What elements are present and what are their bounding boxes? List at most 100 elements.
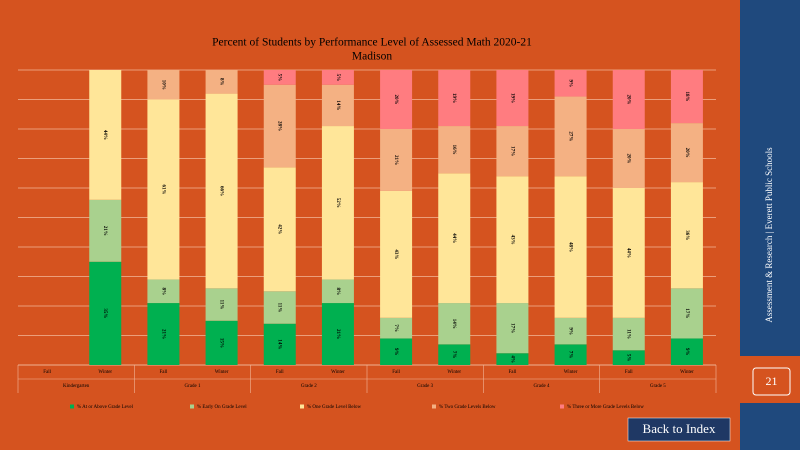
data-label: 7%: [451, 351, 456, 359]
data-label: 17%: [684, 308, 689, 318]
legend-label: % At or Above Grade Level: [77, 405, 134, 410]
data-label: 9%: [567, 80, 572, 88]
bar-segment: [147, 99, 180, 280]
bar-segment: [438, 70, 471, 127]
x-tick-label: Fall: [43, 370, 51, 375]
data-label: 20%: [626, 154, 631, 164]
data-label: 10%: [160, 80, 165, 90]
data-label: 19%: [509, 93, 514, 103]
data-label: 21%: [335, 329, 340, 339]
bar-segment: [554, 344, 587, 365]
bar-segment: [263, 70, 296, 85]
bar-segment: [496, 70, 529, 127]
bar-segment: [496, 353, 529, 365]
data-label: 5%: [277, 74, 282, 82]
bar-segment: [496, 126, 529, 177]
bar-segment: [496, 303, 529, 354]
x-tick-label: Winter: [564, 370, 578, 375]
bar-segment: [612, 350, 645, 365]
data-label: 15%: [218, 338, 223, 348]
x-tick-label: Fall: [625, 370, 633, 375]
bar-segment: [205, 320, 238, 365]
data-label: 20%: [684, 148, 689, 158]
data-label: 21%: [102, 226, 107, 236]
data-label: 21%: [393, 155, 398, 165]
legend-label: % Three or More Grade Levels Below: [567, 405, 644, 410]
legend-swatch: [300, 404, 304, 409]
bar-segment: [612, 129, 645, 188]
chart-title: Percent of Students by Performance Level…: [212, 37, 532, 49]
legend-label: % One Grade Level Below: [307, 405, 362, 410]
bar-segment: [554, 96, 587, 177]
bar-segment: [205, 288, 238, 321]
group-label: Grade 1: [185, 384, 201, 389]
bar-segment: [554, 317, 587, 345]
x-tick-label: Winter: [447, 370, 461, 375]
data-label: 8%: [335, 288, 340, 296]
bar-segment: [438, 344, 471, 365]
back-button-bg[interactable]: [627, 417, 731, 442]
page-number-box: [752, 367, 791, 396]
data-label: 52%: [335, 198, 340, 208]
bar-segment: [263, 167, 296, 292]
data-label: 44%: [451, 233, 456, 243]
bar-segment: [380, 70, 413, 129]
data-label: 11%: [218, 300, 223, 310]
sidebar-bottom: [740, 403, 800, 450]
bar-segment: [496, 176, 529, 304]
data-label: 11%: [626, 329, 631, 339]
bar-segment: [321, 70, 354, 85]
bar-segment: [612, 317, 645, 351]
data-label: 20%: [393, 95, 398, 105]
legend-swatch: [560, 404, 564, 409]
x-tick-label: Winter: [331, 370, 345, 375]
bar-segment: [380, 338, 413, 365]
data-label: 9%: [684, 348, 689, 356]
group-label: Grade 5: [650, 384, 666, 389]
group-label: Grade 4: [534, 384, 550, 389]
data-label: 7%: [567, 351, 572, 359]
data-label: 17%: [509, 323, 514, 333]
back-button[interactable]: Back to Index: [627, 417, 731, 442]
data-label: 14%: [277, 339, 282, 349]
bar-segment: [321, 84, 354, 127]
sidebar: [740, 0, 800, 356]
data-label: 27%: [567, 131, 572, 141]
legend-swatch: [70, 404, 74, 409]
bar-segment: [438, 126, 471, 174]
data-label: 21%: [160, 329, 165, 339]
data-label: 16%: [451, 145, 456, 155]
data-label: 5%: [335, 74, 340, 82]
bar-segment: [670, 338, 703, 365]
page-number: 21: [766, 374, 778, 388]
bar-segment: [147, 279, 180, 304]
data-label: 19%: [451, 93, 456, 103]
bar-segment: [205, 93, 238, 289]
data-label: 44%: [102, 130, 107, 140]
bar-segment: [670, 70, 703, 124]
bar-segment: [147, 303, 180, 365]
back-button-label[interactable]: Back to Index: [643, 421, 716, 436]
bar-segment: [612, 188, 645, 318]
x-tick-label: Winter: [98, 370, 112, 375]
data-label: 14%: [335, 100, 340, 110]
bar-segment: [321, 126, 354, 280]
bar-segment: [438, 173, 471, 304]
bar-segment: [380, 317, 413, 339]
data-label: 11%: [277, 303, 282, 313]
bar-segment: [263, 84, 296, 168]
bar-segment: [321, 303, 354, 365]
legend-swatch: [190, 404, 194, 409]
data-label: 7%: [393, 324, 398, 332]
data-label: 9%: [567, 327, 572, 335]
data-label: 8%: [218, 78, 223, 86]
data-label: 18%: [684, 92, 689, 102]
bar-segment: [89, 199, 122, 262]
group-label: Kindergarten: [63, 384, 90, 389]
data-label: 4%: [509, 355, 514, 363]
group-label: Grade 2: [301, 384, 317, 389]
bar-segment: [670, 288, 703, 339]
x-tick-label: Winter: [680, 370, 694, 375]
